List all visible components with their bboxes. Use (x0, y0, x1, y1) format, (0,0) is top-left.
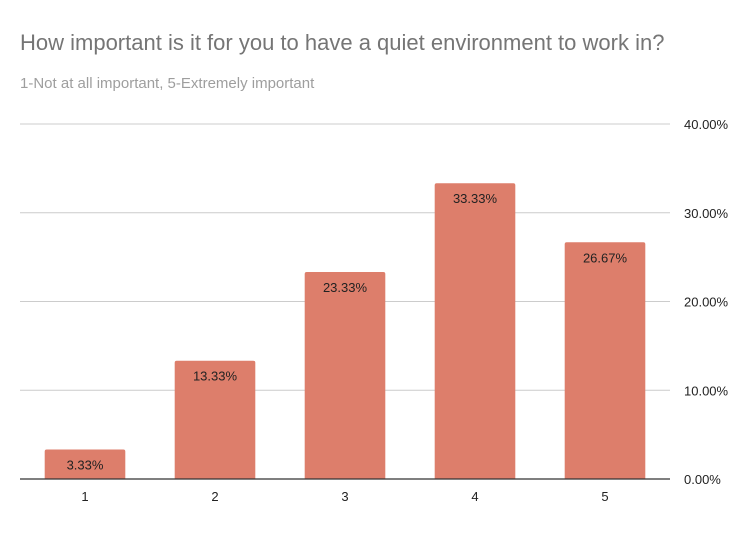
chart-subtitle: 1-Not at all important, 5-Extremely impo… (20, 75, 315, 92)
bars (44, 183, 646, 480)
bar (434, 183, 516, 480)
y-axis-ticks: 0.00% 10.00% 20.00% 30.00% 40.00% (684, 117, 729, 487)
data-label: 23.33% (323, 280, 368, 295)
x-tick-label: 1 (81, 489, 88, 504)
x-tick-label: 3 (341, 489, 348, 504)
chart-title: How important is it for you to have a qu… (20, 30, 665, 55)
y-tick-label: 10.00% (684, 383, 729, 398)
bar (44, 449, 126, 479)
x-tick-label: 4 (471, 489, 478, 504)
bar (564, 242, 646, 479)
bar (174, 360, 256, 479)
data-labels: 3.33% 13.33% 23.33% 33.33% 26.67% (67, 191, 628, 472)
x-tick-label: 5 (601, 489, 608, 504)
y-tick-label: 40.00% (684, 117, 729, 132)
data-label: 26.67% (583, 250, 628, 265)
y-tick-label: 0.00% (684, 472, 721, 487)
x-axis-ticks: 1 2 3 4 5 (81, 489, 608, 504)
bar (304, 271, 386, 479)
y-tick-label: 20.00% (684, 295, 729, 310)
x-tick-label: 2 (211, 489, 218, 504)
data-label: 13.33% (193, 369, 238, 384)
data-label: 33.33% (453, 191, 498, 206)
data-label: 3.33% (67, 457, 104, 472)
y-tick-label: 30.00% (684, 206, 729, 221)
